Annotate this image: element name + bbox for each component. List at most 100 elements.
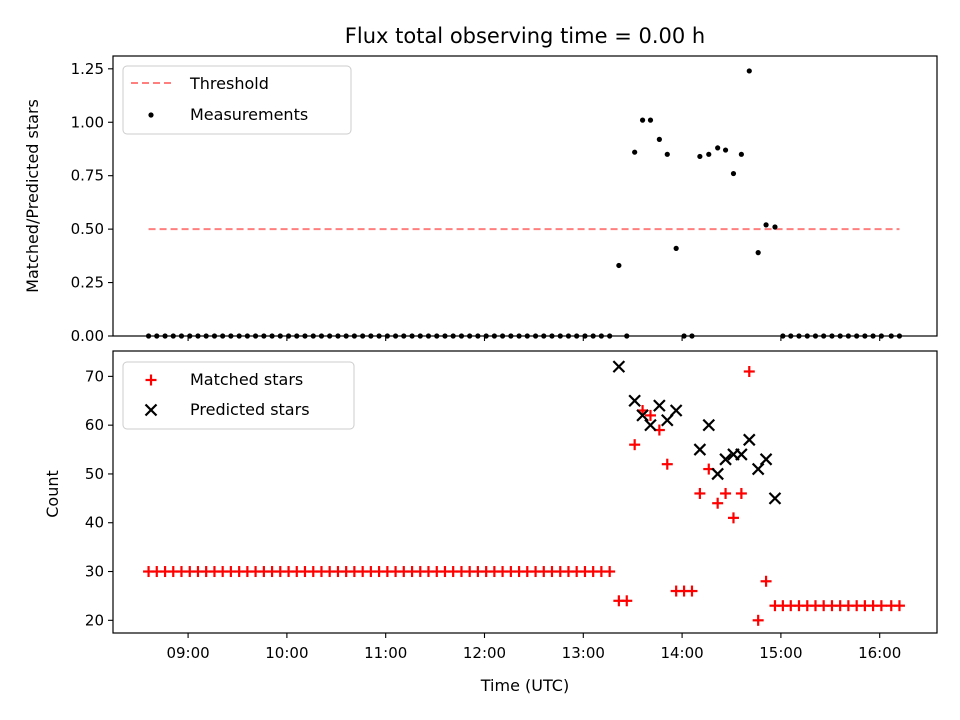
- measurement-point: [854, 333, 860, 339]
- measurement-point: [697, 153, 703, 160]
- measurement-point: [376, 333, 382, 339]
- count-y-tick-label: 20: [85, 611, 104, 629]
- measurement-point: [467, 333, 473, 339]
- measurement-point: [162, 333, 168, 339]
- x-tick-label: 13:00: [562, 644, 605, 662]
- predicted-star-point: [768, 492, 782, 505]
- measurement-point: [261, 333, 267, 339]
- predicted-star-point: [759, 453, 773, 466]
- measurement-point: [549, 333, 555, 339]
- bottom-y-axis-label: Count: [43, 470, 62, 518]
- measurement-point: [384, 333, 390, 339]
- measurement-point: [616, 262, 622, 269]
- predicted-star-point: [743, 433, 756, 447]
- measurement-point: [187, 333, 193, 339]
- matched-star-point: [752, 614, 764, 626]
- matched-star-point: [875, 600, 887, 612]
- matched-star-point: [621, 595, 633, 607]
- legend-predicted-label: Predicted stars: [190, 400, 310, 419]
- measurement-point: [499, 333, 506, 339]
- measurement-point: [763, 222, 769, 228]
- measurement-point: [624, 333, 630, 339]
- measurement-point: [203, 333, 209, 339]
- measurement-point: [632, 149, 638, 155]
- measurement-point: [516, 333, 522, 339]
- count-y-tick-label: 30: [85, 563, 104, 581]
- measurement-point: [780, 333, 786, 339]
- predicted-star-point: [644, 418, 657, 432]
- measurement-point: [565, 333, 572, 339]
- count-y-tick-label: 60: [85, 416, 104, 434]
- measurement-point: [639, 117, 646, 123]
- matched-star-point: [694, 487, 706, 499]
- ratio-legend: Threshold Measurements: [122, 65, 352, 135]
- measurement-point: [845, 333, 851, 339]
- measurement-point: [746, 68, 752, 74]
- legend-matched-swatch: [145, 374, 157, 386]
- ratio-y-tick-label: 0.75: [71, 167, 104, 185]
- measurement-point: [425, 333, 432, 339]
- measurement-point: [302, 333, 308, 339]
- measurement-point: [647, 117, 654, 123]
- measurement-point: [154, 333, 160, 339]
- x-tick-label: 10:00: [265, 644, 308, 662]
- measurement-point: [269, 333, 275, 339]
- predicted-star-point: [636, 409, 649, 422]
- matched-star-point: [893, 600, 905, 612]
- legend-measurement-label: Measurements: [190, 105, 308, 124]
- predicted-star-point: [693, 443, 707, 456]
- measurement-point: [442, 333, 448, 339]
- measurement-point: [228, 333, 234, 339]
- x-tick-label: 12:00: [463, 644, 506, 662]
- measurement-point: [195, 333, 201, 339]
- measurement-point: [532, 333, 539, 339]
- matched-star-point: [661, 458, 673, 470]
- measurement-point: [862, 333, 868, 339]
- predicted-star-point: [702, 418, 716, 432]
- matched-star-point: [686, 585, 698, 597]
- count-panel: 20 30 40 50 60 70 09:00 10:00 11:00 12:00 13:00 14:…: [85, 350, 938, 662]
- measurement-point: [458, 333, 465, 339]
- count-y-tick-label: 70: [85, 367, 104, 385]
- measurement-point: [434, 333, 440, 339]
- x-axis-label: Time (UTC): [480, 676, 569, 695]
- measurement-point: [145, 333, 152, 339]
- count-y-tick-label: 40: [85, 514, 104, 532]
- measurement-point: [730, 170, 737, 177]
- measurement-point: [401, 333, 407, 339]
- measurement-point: [788, 333, 794, 339]
- ratio-y-tick-label: 1.25: [71, 60, 104, 78]
- measurement-point: [888, 333, 894, 339]
- measurement-point: [294, 333, 300, 339]
- measurement-point: [715, 145, 721, 151]
- matched-star-point: [743, 365, 755, 377]
- measurement-point: [244, 333, 250, 339]
- measurement-point: [491, 333, 497, 339]
- measurement-point: [664, 151, 670, 157]
- measurement-point: [878, 333, 884, 339]
- measurement-point: [170, 333, 176, 339]
- measurement-point: [475, 333, 481, 339]
- measurement-point: [870, 333, 876, 339]
- measurement-point: [310, 333, 316, 339]
- measurement-point: [689, 333, 695, 339]
- measurement-point: [896, 333, 903, 339]
- measurement-point: [706, 151, 712, 157]
- measurement-point: [656, 136, 662, 142]
- legend-measurement-swatch: [148, 112, 154, 118]
- measurement-point: [541, 333, 547, 339]
- ratio-panel: 0.00 0.25 0.50 0.75 1.00 1.25 Threshold Measure…: [71, 55, 938, 345]
- matched-star-point: [760, 575, 772, 587]
- measurement-point: [368, 333, 374, 339]
- ratio-y-tick-label: 0.25: [71, 274, 104, 292]
- measurement-point: [804, 333, 810, 339]
- measurement-point: [673, 245, 679, 251]
- measurement-point: [392, 333, 399, 339]
- measurement-point: [252, 333, 259, 339]
- measurement-point: [772, 224, 778, 230]
- predicted-star-point: [660, 414, 674, 427]
- predicted-star-point: [628, 394, 641, 408]
- predicted-star-point: [612, 360, 626, 373]
- measurement-point: [755, 250, 761, 256]
